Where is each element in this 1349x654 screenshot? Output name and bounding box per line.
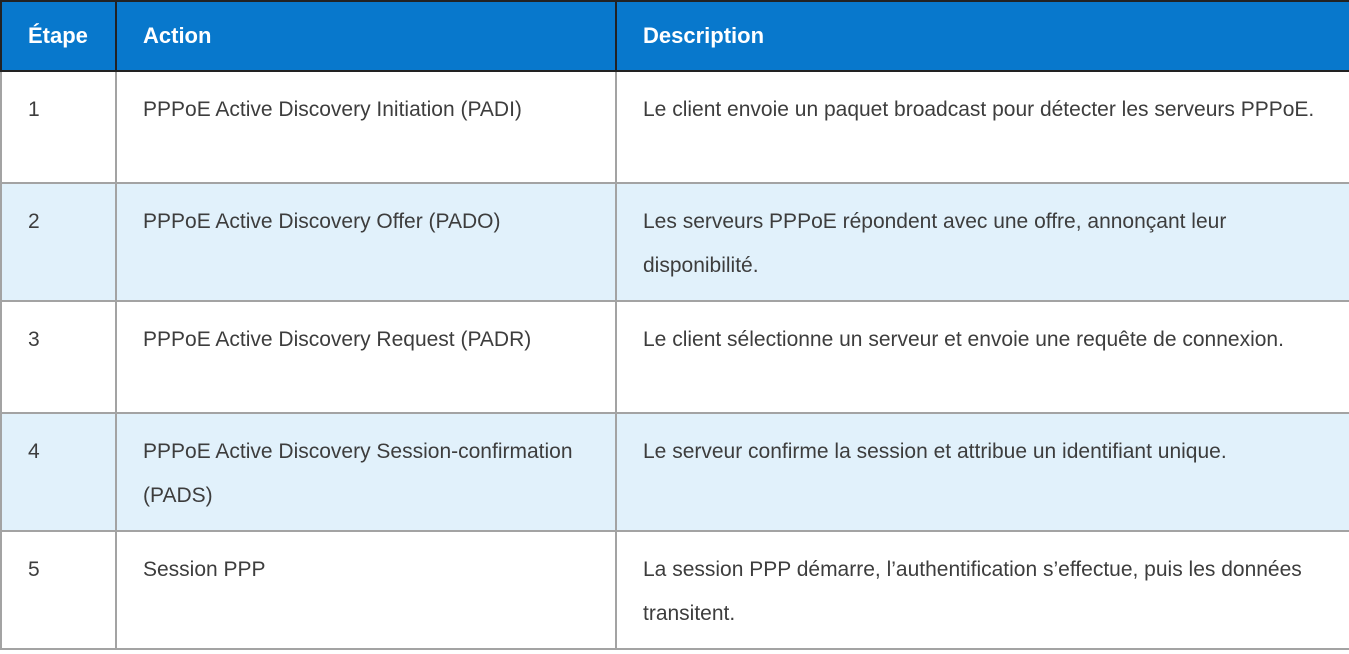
table-row: 3 PPPoE Active Discovery Request (PADR) … (0, 300, 1349, 414)
cell-action: PPPoE Active Discovery Initiation (PADI) (115, 70, 617, 184)
cell-description: Le client envoie un paquet broadcast pou… (615, 70, 1349, 184)
column-header-description: Description (615, 0, 1349, 72)
cell-action: PPPoE Active Discovery Request (PADR) (115, 300, 617, 414)
table-row: 1 PPPoE Active Discovery Initiation (PAD… (0, 70, 1349, 184)
column-header-etape: Étape (0, 0, 117, 72)
cell-description: La session PPP démarre, l’authentificati… (615, 530, 1349, 650)
cell-action: PPPoE Active Discovery Session-confirmat… (115, 412, 617, 532)
table-row: 2 PPPoE Active Discovery Offer (PADO) Le… (0, 182, 1349, 302)
cell-step: 3 (0, 300, 117, 414)
cell-description: Les serveurs PPPoE répondent avec une of… (615, 182, 1349, 302)
table-row: 4 PPPoE Active Discovery Session-confirm… (0, 412, 1349, 532)
cell-step: 2 (0, 182, 117, 302)
cell-step: 4 (0, 412, 117, 532)
cell-step: 1 (0, 70, 117, 184)
cell-description: Le client sélectionne un serveur et envo… (615, 300, 1349, 414)
cell-step: 5 (0, 530, 117, 650)
table-header-row: Étape Action Description (0, 0, 1349, 72)
cell-action: PPPoE Active Discovery Offer (PADO) (115, 182, 617, 302)
cell-description: Le serveur confirme la session et attrib… (615, 412, 1349, 532)
column-header-action: Action (115, 0, 617, 72)
cell-action: Session PPP (115, 530, 617, 650)
table-row: 5 Session PPP La session PPP démarre, l’… (0, 530, 1349, 650)
